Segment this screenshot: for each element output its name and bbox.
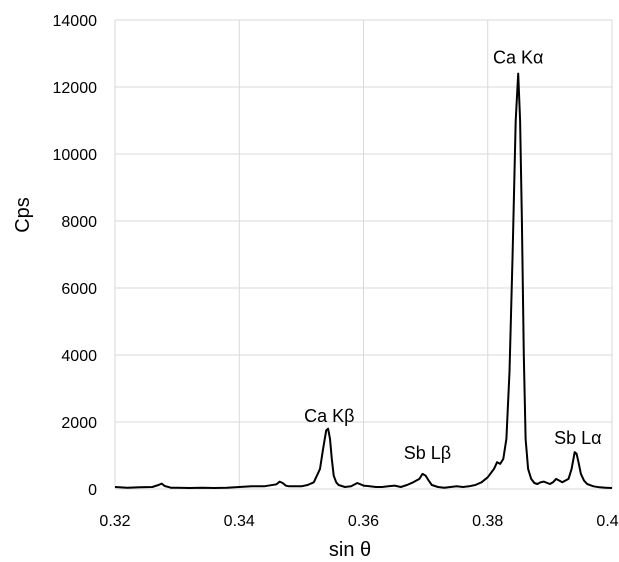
series-line-0 [114,72,613,489]
y-tick-label-2: 4000 [61,348,97,365]
annotation-2: Ca Kα [493,48,543,68]
grid-lines [114,19,613,490]
annotation-1: Sb Lβ [404,443,451,463]
y-axis-title: Cps [12,197,34,233]
x-tick-label-0: 0.32 [99,513,130,530]
annotation-3: Sb Lα [554,428,601,448]
x-tick-label-1: 0.34 [224,513,255,530]
x-tick-labels: 0.32 0.34 0.36 0.38 0.40 [99,513,619,530]
y-tick-label-1: 2000 [61,415,97,432]
x-tick-label-2: 0.36 [348,513,379,530]
x-tick-label-4: 0.40 [596,513,619,530]
y-tick-label-7: 14000 [53,13,98,30]
annotation-0: Ca Kβ [304,406,354,426]
y-tick-label-6: 12000 [53,80,98,97]
y-tick-label-5: 10000 [53,147,98,164]
peak-annotations: Ca Kβ Sb Lβ Ca Kα Sb Lα [304,48,601,463]
x-axis-title: sin θ [329,539,371,561]
y-tick-label-3: 6000 [61,281,97,298]
series-group [114,72,613,489]
y-tick-label-4: 8000 [61,214,97,231]
y-tick-label-0: 0 [88,482,97,499]
y-tick-labels: 0 2000 4000 6000 8000 10000 12000 14000 [53,13,98,499]
x-tick-label-3: 0.38 [472,513,503,530]
